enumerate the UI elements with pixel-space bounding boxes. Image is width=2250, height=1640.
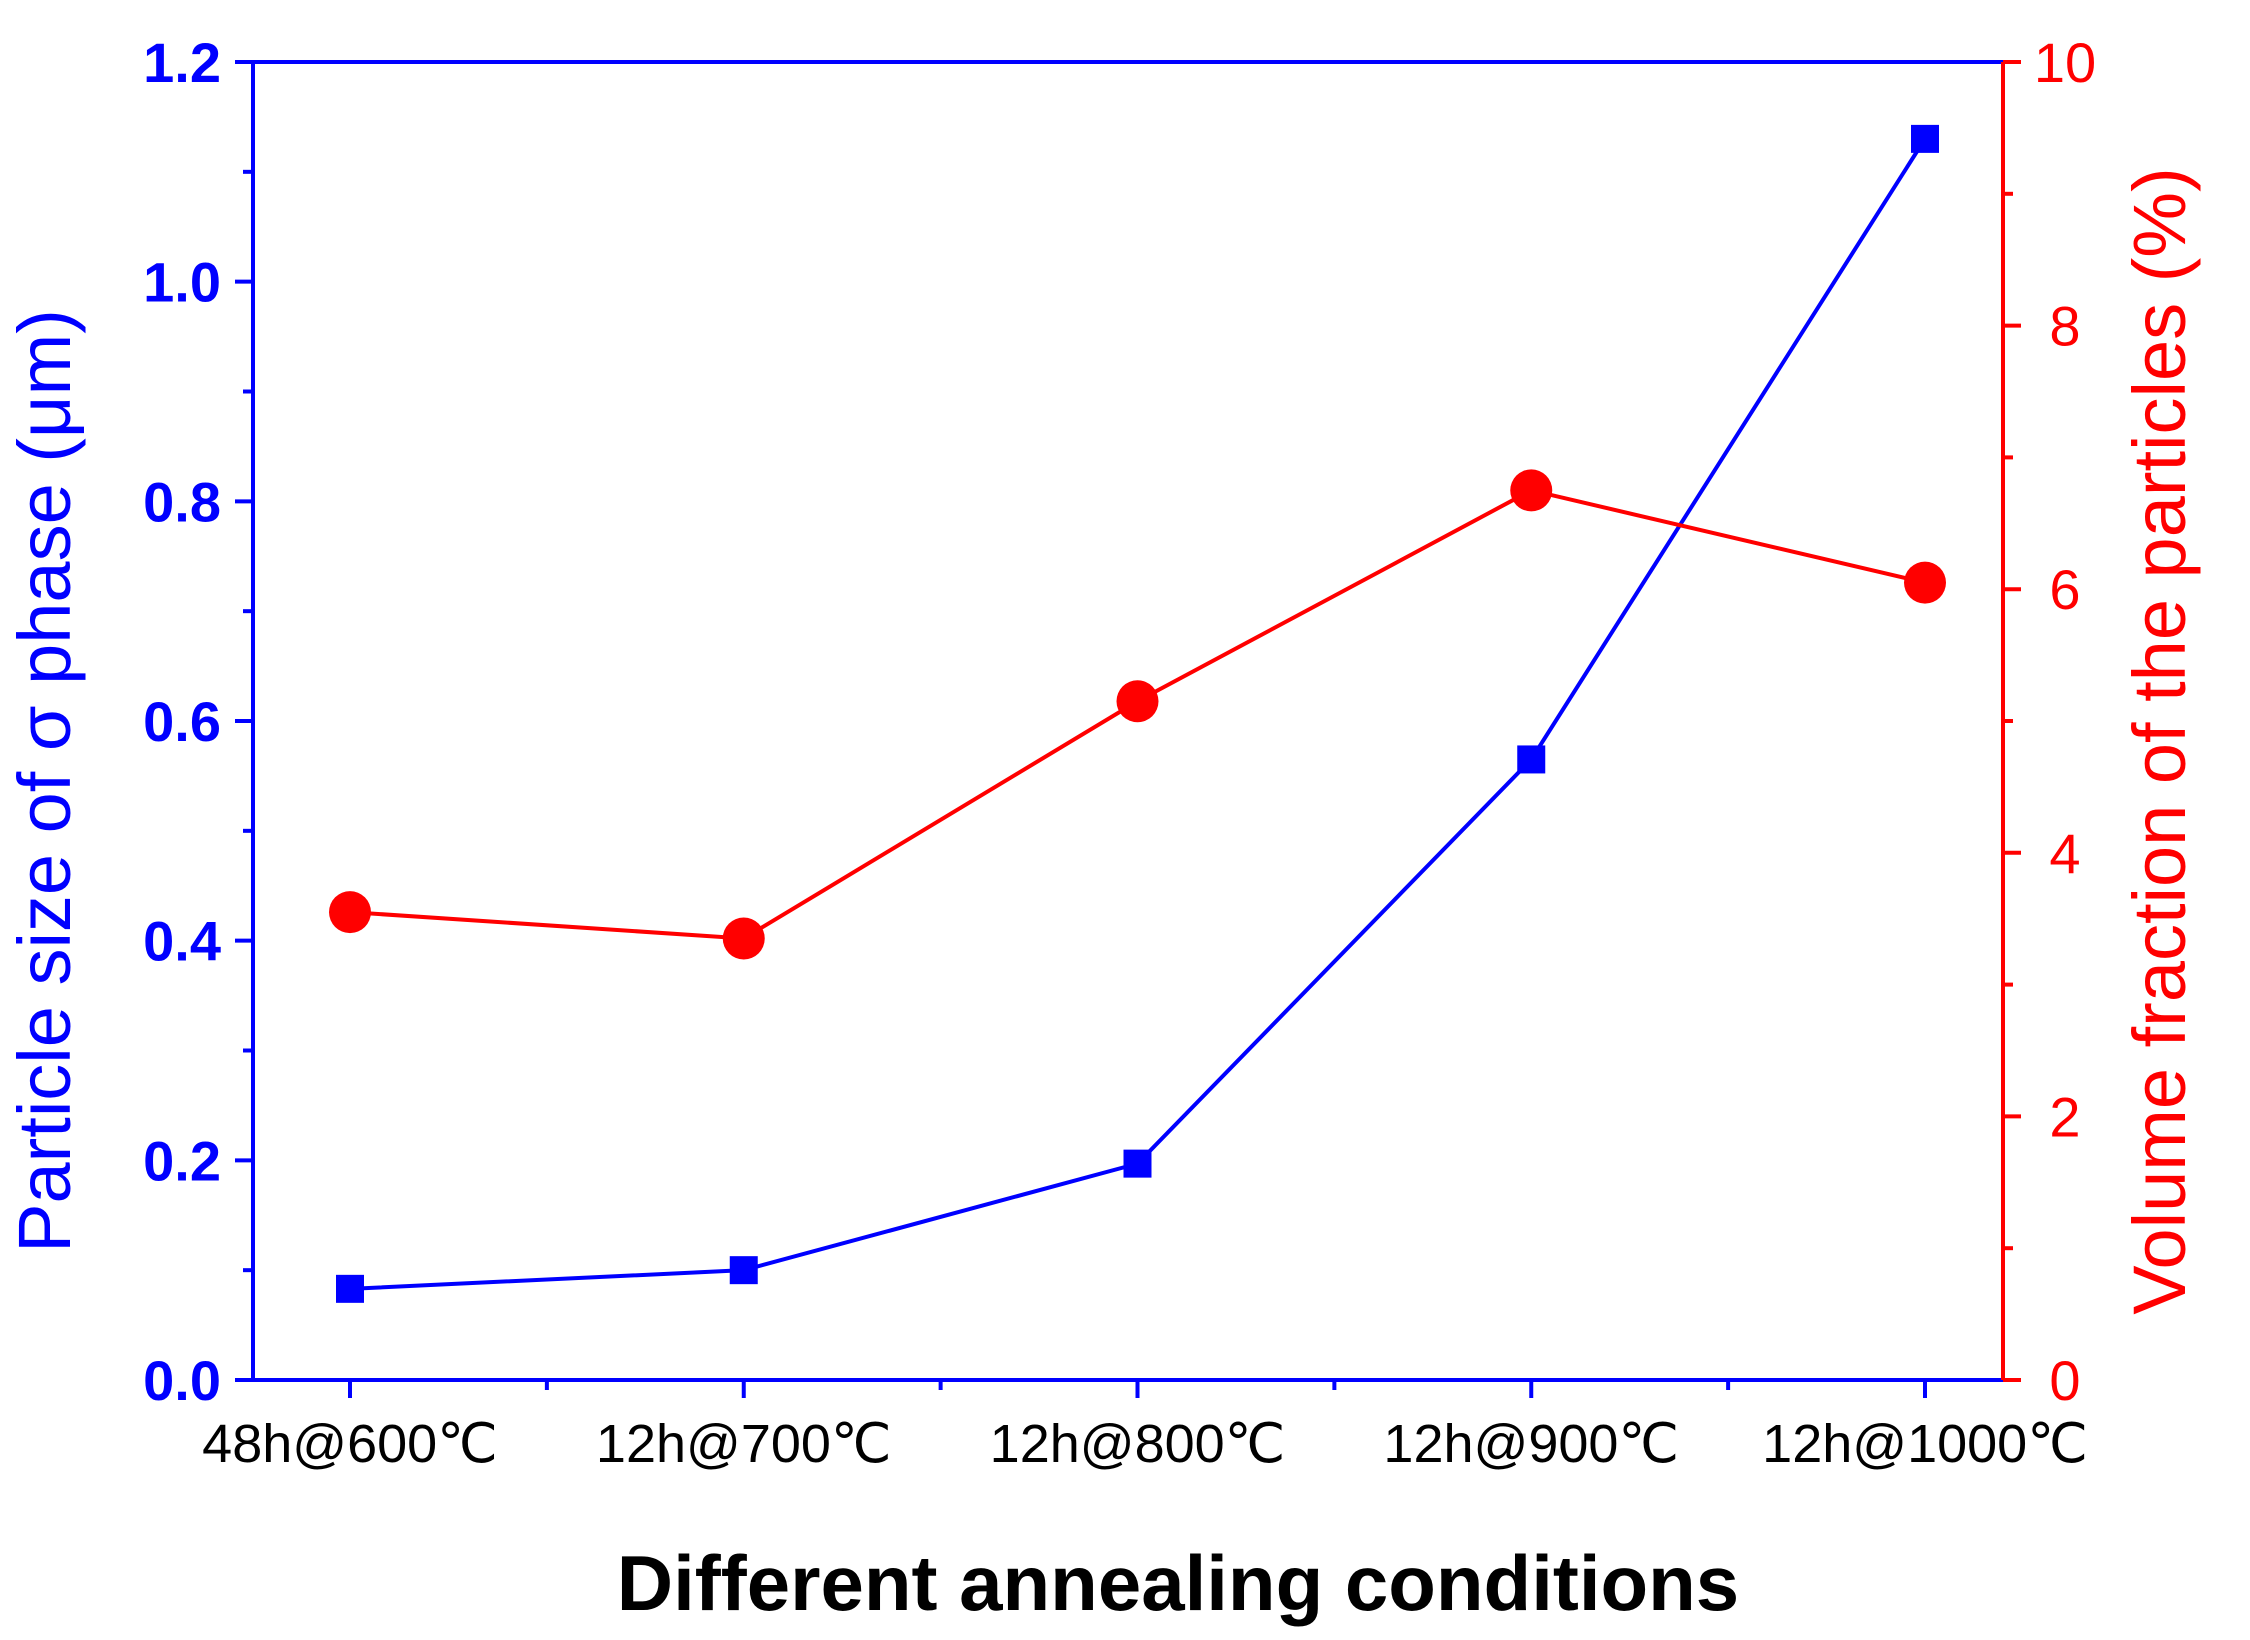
left-tick-label: 0.8 — [143, 470, 221, 533]
volume-fraction-point — [1116, 680, 1159, 723]
y-right-axis-label: Volume fraction of the particles (%) — [2118, 167, 2201, 1315]
volume-fraction-point — [329, 891, 371, 934]
left-axis: 0.0 0.2 0.4 0.6 0.8 1.0 1.2 — [143, 31, 253, 1412]
x-tick-label: 48h@600℃ — [202, 1414, 498, 1474]
volume-fraction-point — [722, 917, 765, 960]
particle-size-point — [1123, 1149, 1152, 1178]
series-layer — [329, 124, 1946, 1303]
right-tick-label: 10 — [2034, 31, 2096, 94]
right-tick-label: 4 — [2049, 822, 2080, 885]
particle-size-point — [336, 1274, 364, 1303]
x-tick-label: 12h@900℃ — [1383, 1414, 1679, 1474]
x-axis-label: Different annealing conditions — [617, 1539, 1739, 1627]
left-tick-label: 0.4 — [143, 910, 221, 973]
plot-frame — [251, 60, 2005, 1382]
particle-size-point — [1911, 124, 1939, 153]
x-tick-label: 12h@700℃ — [596, 1414, 892, 1474]
x-tick-label: 12h@1000℃ — [1762, 1414, 2088, 1474]
left-tick-label: 1.2 — [143, 31, 221, 94]
x-axis: 48h@600℃ 12h@700℃ 12h@800℃ 12h@900℃ 12h@1000… — [202, 1380, 2088, 1474]
right-tick-label: 2 — [2049, 1085, 2080, 1148]
volume-fraction-point — [1510, 469, 1553, 512]
left-tick-label: 0.0 — [143, 1349, 221, 1412]
particle-size-point — [729, 1256, 758, 1285]
right-tick-label: 8 — [2049, 295, 2080, 358]
left-tick-label: 0.6 — [143, 690, 221, 753]
left-tick-label: 0.2 — [143, 1129, 221, 1192]
right-tick-label: 0 — [2049, 1349, 2080, 1412]
y-left-axis-label: Particle size of σ phase (μm) — [3, 309, 86, 1253]
particle-size-point — [1517, 745, 1546, 774]
x-tick-label: 12h@800℃ — [990, 1414, 1286, 1474]
right-tick-label: 6 — [2049, 558, 2080, 621]
left-tick-label: 1.0 — [143, 251, 221, 314]
right-axis: 0 2 4 6 8 10 — [2001, 31, 2096, 1412]
volume-fraction-point — [1904, 561, 1946, 604]
